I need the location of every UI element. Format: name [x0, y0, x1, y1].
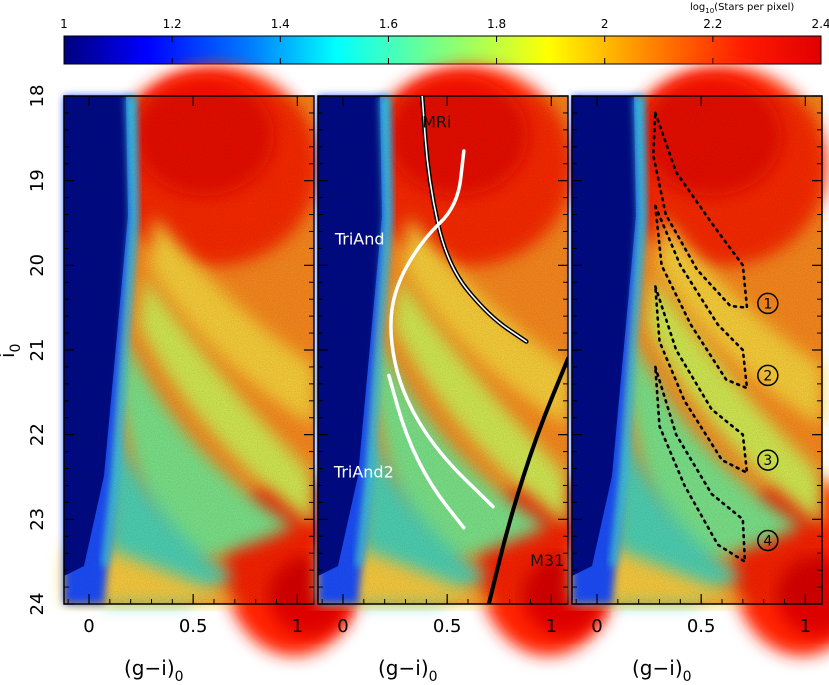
annotation-mri: MRi	[422, 113, 451, 132]
track-m31	[486, 356, 568, 604]
y-tick-label: 24	[27, 593, 48, 616]
panel-overlay: MRi TriAnd TriAnd2 M31	[333, 96, 568, 604]
colorbar-tick-label: 1.8	[487, 17, 506, 31]
region-4-label: 4	[763, 534, 772, 550]
y-tick-label: 23	[27, 508, 48, 531]
x-axis-label-middle: (g−i)0	[378, 656, 438, 685]
colorbar-gradient	[63, 35, 822, 65]
colorbar-tick-label: 1.4	[271, 17, 290, 31]
annotation-triand2: TriAnd2	[333, 462, 394, 481]
x-tick-label: 1	[292, 616, 303, 637]
x-axis-label-right: (g−i)0	[632, 656, 692, 685]
y-axis-label: i0	[0, 344, 24, 358]
panel-right-heatmap	[571, 66, 829, 656]
colorbar: 1 1.2 1.4 1.6 1.8 2 2.2 2.4 log10(Stars per pix…	[60, 2, 829, 65]
colorbar-tick-label: 1.2	[163, 17, 182, 31]
x-tick-label: 0	[337, 616, 348, 637]
region-4-outline	[654, 365, 747, 565]
region-1-marker	[757, 292, 779, 315]
y-tick-label: 20	[27, 254, 48, 277]
track-mri	[421, 96, 528, 343]
colorbar-tick-label: 1.6	[379, 17, 398, 31]
annotation-m31: M31	[530, 551, 564, 570]
y-tick-label: 21	[27, 339, 48, 362]
x-tick-label: 0.5	[179, 616, 208, 637]
track-triand2	[387, 373, 466, 530]
region-3-outline	[654, 285, 749, 476]
annotation-triand: TriAnd	[334, 229, 385, 248]
colorbar-tick-label: 1	[60, 17, 68, 31]
region-1-label: 1	[763, 296, 772, 312]
x-tick-label: 0	[591, 616, 602, 637]
x-tick-label: 0.5	[687, 616, 716, 637]
colorbar-tick-label: 2.4	[811, 17, 829, 31]
x-tick-label: 0.5	[433, 616, 462, 637]
colorbar-tick-label: 2	[601, 17, 609, 31]
region-1-outline	[651, 111, 749, 310]
y-tick-label: 18	[27, 85, 48, 108]
x-tick-label: 1	[800, 616, 811, 637]
track-triand	[389, 149, 495, 509]
overlays: MRi TriAnd TriAnd2 M31 1 2 3 4	[333, 96, 779, 604]
x-axis-label-left: (g−i)0	[124, 656, 184, 685]
y-tick-label: 19	[27, 169, 48, 192]
region-3-marker	[757, 449, 779, 471]
region-4-marker	[757, 529, 779, 552]
panel-overlay: 1 2 3 4	[651, 111, 779, 565]
x-tick-label: 1	[546, 616, 557, 637]
colorbar-label: log10(Stars per pixel)	[690, 2, 794, 15]
colorbar-tick-label: 2.2	[703, 17, 722, 31]
y-tick-label: 22	[27, 423, 48, 446]
colorbar-ticks: 1 1.2 1.4 1.6 1.8 2 2.2 2.4	[60, 17, 829, 64]
region-2-marker	[757, 364, 779, 387]
region-3-label: 3	[763, 453, 772, 469]
x-tick-label: 0	[83, 616, 94, 637]
region-2-label: 2	[763, 368, 772, 384]
